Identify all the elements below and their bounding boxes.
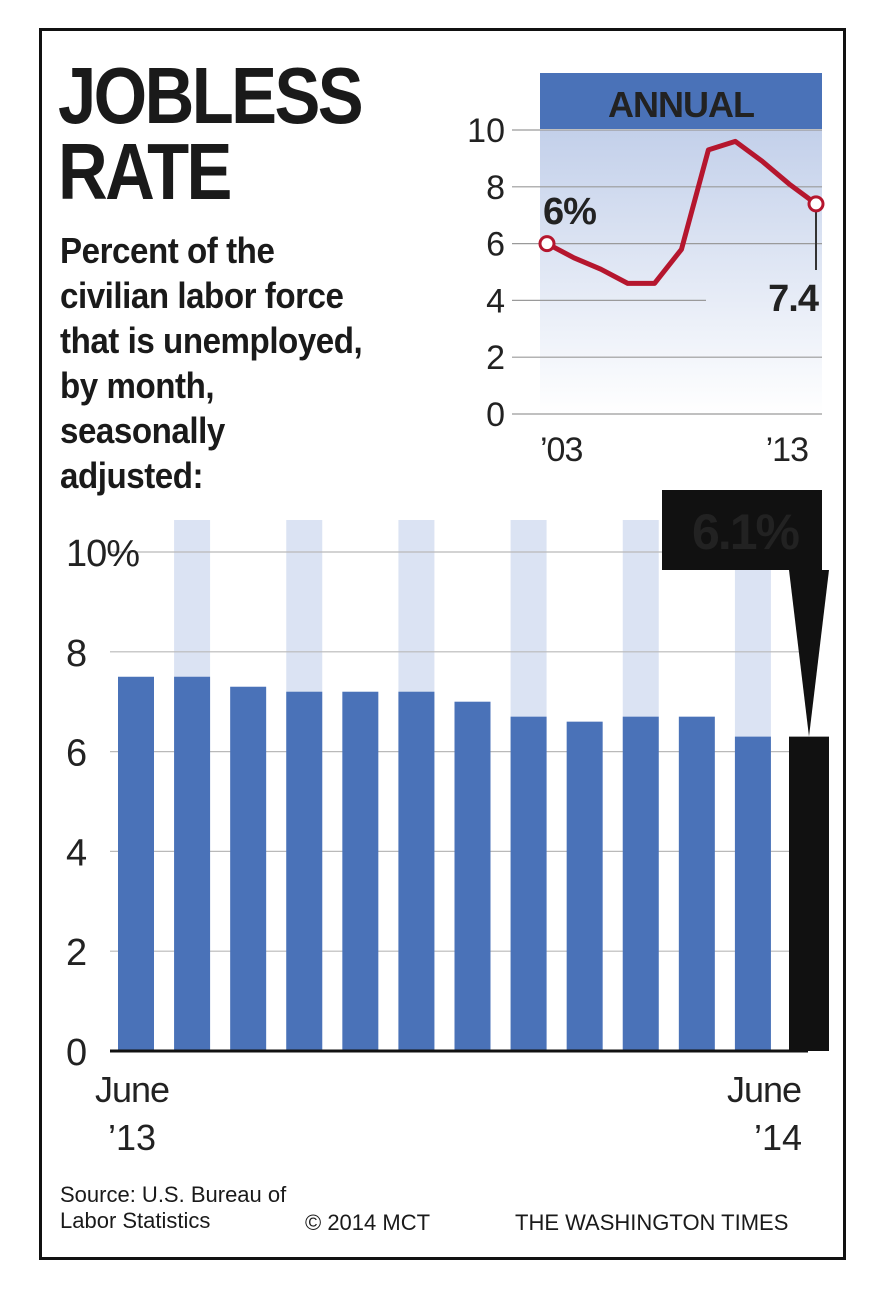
bar: [286, 691, 323, 1051]
y-tick-label: 2: [66, 932, 86, 974]
y-tick-label: 10%: [66, 533, 139, 575]
start-point-marker: [538, 235, 556, 253]
title-line-2: RATE: [58, 127, 232, 216]
inset-y-tick-label: 6: [486, 226, 505, 264]
inset-x-label-start: ’03: [540, 431, 582, 469]
source-line: Labor Statistics: [60, 1208, 211, 1233]
inset-header-label: ANNUAL: [608, 84, 754, 125]
bar: [230, 686, 267, 1051]
x-label-start-year: ’13: [108, 1117, 156, 1158]
subtitle-line: that is unemployed,: [60, 320, 363, 361]
callout-value: 6.1%: [692, 504, 800, 560]
graphic-frame: [39, 28, 846, 1260]
inset-header: [540, 73, 822, 129]
inset-y-tick-label: 10: [467, 112, 505, 150]
copyright-note: © 2014 MCT: [305, 1210, 431, 1235]
callout-pointer: [789, 570, 829, 737]
x-label-start-month: June: [95, 1069, 169, 1110]
inset-background: [540, 130, 822, 414]
start-value-label: 6%: [543, 191, 596, 233]
title-line-1: JOBLESS: [58, 51, 364, 140]
subtitle-line: seasonally: [60, 410, 225, 451]
bar: [510, 716, 547, 1051]
source-note: Source: U.S. Bureau of Labor Statistics: [60, 1182, 286, 1234]
bar: [622, 716, 659, 1051]
bar: [118, 676, 154, 1051]
bar: [566, 721, 603, 1051]
subtitle-line: by month,: [60, 365, 215, 406]
source-line: Source: U.S. Bureau of: [60, 1182, 287, 1207]
end-point-marker: [807, 195, 825, 213]
bar: [454, 701, 491, 1051]
y-tick-label: 6: [66, 733, 86, 775]
subtitle-line: civilian labor force: [60, 275, 344, 316]
inset-y-tick-label: 4: [486, 282, 505, 320]
subtitle-line: Percent of the: [60, 230, 275, 271]
bar: [398, 691, 435, 1051]
inset-x-label-end: ’13: [766, 431, 808, 469]
callout-box: [662, 490, 822, 570]
y-tick-label: 8: [66, 633, 86, 675]
x-label-end-month: June: [727, 1069, 801, 1110]
publisher-credit: THE WASHINGTON TIMES: [515, 1210, 789, 1235]
subtitle-line: adjusted:: [60, 455, 204, 496]
inset-y-tick-label: 0: [486, 396, 505, 434]
x-label-end-year: ’14: [754, 1117, 802, 1158]
end-value-label: 7.4: [768, 278, 819, 320]
bar: [174, 676, 211, 1051]
inset-y-tick-label: 8: [486, 169, 505, 207]
y-tick-label: 0: [66, 1032, 86, 1074]
bar: [734, 736, 771, 1051]
bar-highlight: [789, 736, 829, 1051]
bar: [342, 691, 379, 1051]
annual-line: [544, 138, 819, 286]
inset-y-tick-label: 2: [486, 339, 505, 377]
bar: [678, 716, 715, 1051]
y-tick-label: 4: [66, 832, 87, 874]
chart-subtitle: Percent of the civilian labor force that…: [60, 228, 363, 498]
chart-title: JOBLESS RATE: [58, 51, 364, 216]
